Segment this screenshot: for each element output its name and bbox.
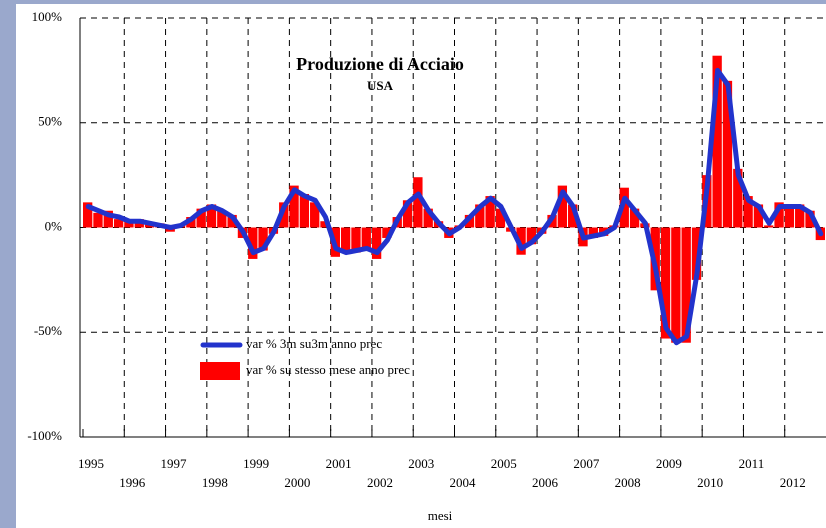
x-tick-label: 2011 [739,456,765,471]
legend-swatch [200,362,240,380]
bar [795,204,805,228]
x-tick-label: 2004 [450,475,477,490]
bar [774,202,784,228]
x-axis-label: mesi [428,508,453,523]
bar [299,193,310,228]
panel [16,4,826,528]
x-tick-label: 2008 [615,475,641,490]
bar [722,80,733,228]
bar [83,202,93,228]
bar [124,221,134,228]
y-tick-label: -100% [27,428,62,443]
bar [691,227,702,280]
bar [733,168,743,228]
x-tick-label: 2009 [656,456,682,471]
bar [557,185,568,228]
y-tick-label: 100% [32,9,63,24]
x-tick-label: 1996 [119,475,146,490]
x-tick-label: 2002 [367,475,393,490]
bar [258,227,268,251]
legend-label: var % 3m su3m anno prec [246,336,382,351]
y-tick-label: 50% [38,114,62,129]
bar [196,208,206,228]
bar [526,227,537,245]
legend-label: var % su stesso mese anno prec [246,362,410,377]
x-tick-label: 2000 [284,475,310,490]
bar [103,210,113,228]
bar [712,55,722,228]
bar [495,208,506,228]
bar [464,214,475,228]
bar [660,227,671,339]
bar [681,227,691,343]
x-tick-label: 2010 [697,475,723,490]
bar [516,227,526,255]
bar [764,225,774,228]
chart-subtitle: USA [367,78,394,93]
bar [423,208,433,228]
y-tick-label: 0% [45,218,63,233]
bar [619,187,629,228]
bar [113,219,124,228]
y-tick-label: -50% [34,323,62,338]
bar [588,227,598,238]
bar [206,204,217,228]
bar [413,177,423,228]
x-tick-label: 2005 [491,456,517,471]
bar [402,200,413,228]
bar [279,202,289,228]
x-tick-label: 2012 [780,475,806,490]
chart-title: Produzione di Acciaio [296,54,464,74]
bar [320,221,330,228]
x-tick-label: 1999 [243,456,269,471]
x-tick-label: 1995 [78,456,104,471]
x-tick-label: 2003 [408,456,434,471]
bar [340,227,351,253]
bar [805,210,815,228]
bar [289,185,299,228]
bar [310,202,320,228]
line [85,67,824,346]
bar [629,208,640,228]
bar [248,227,258,259]
bar [485,196,495,228]
bar [382,227,392,238]
bar [93,212,103,228]
bar [371,227,382,259]
bar [753,204,764,228]
bar [217,210,227,228]
bar [568,204,578,228]
bar [784,204,795,228]
x-tick-label: 1998 [202,475,228,490]
bar [671,227,681,343]
bar [351,227,361,253]
bar [475,204,485,228]
x-tick-label: 1997 [161,456,188,471]
x-tick-label: 2007 [573,456,600,471]
x-tick-label: 2001 [326,456,352,471]
bar [361,227,371,249]
bar [227,214,237,228]
x-tick-label: 2006 [532,475,559,490]
bar [743,196,753,228]
